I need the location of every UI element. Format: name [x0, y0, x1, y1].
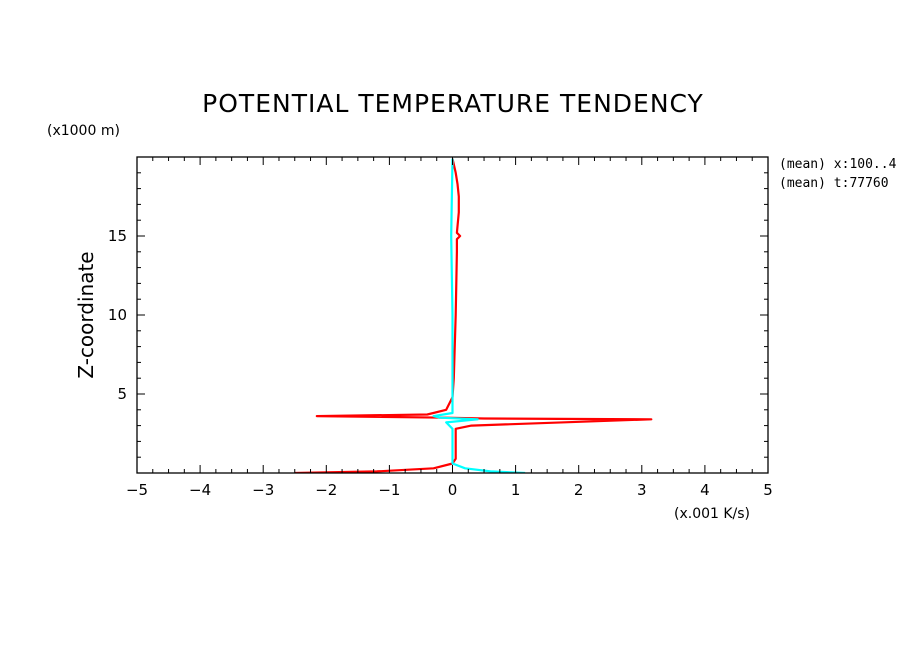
- x-tick-label: 5: [763, 481, 773, 499]
- x-tick-label: 3: [637, 481, 647, 499]
- x-tick-label: 1: [511, 481, 521, 499]
- x-tick-label: 0: [448, 481, 458, 499]
- y-tick-label: 5: [117, 385, 127, 403]
- chart-title: POTENTIAL TEMPERATURE TENDENCY: [202, 89, 704, 118]
- series-line-1: [294, 158, 653, 473]
- info-line-mean-x: (mean) x:100..4: [779, 157, 897, 172]
- y-tick-label: 10: [108, 306, 127, 324]
- plot-area: −5 −4 −3 −2 −1 0 1 2 3 4 5 5 10 15: [108, 156, 773, 499]
- x-tick-label: −3: [252, 481, 274, 499]
- x-tick-label: 4: [700, 481, 710, 499]
- y-unit-label: (x1000 m): [47, 123, 120, 139]
- series-line-2: [432, 158, 526, 473]
- y-axis-label: Z-coordinate: [74, 251, 98, 378]
- x-tick-label: −4: [189, 481, 211, 499]
- y-tick-label: 15: [108, 227, 127, 245]
- x-tick-label: −2: [315, 481, 337, 499]
- x-axis-label: (x.001 K/s): [674, 506, 750, 522]
- x-tick-label: −5: [126, 481, 148, 499]
- x-tick-label: 2: [574, 481, 584, 499]
- x-tick-label: −1: [378, 481, 400, 499]
- info-line-mean-t: (mean) t:77760: [779, 176, 889, 191]
